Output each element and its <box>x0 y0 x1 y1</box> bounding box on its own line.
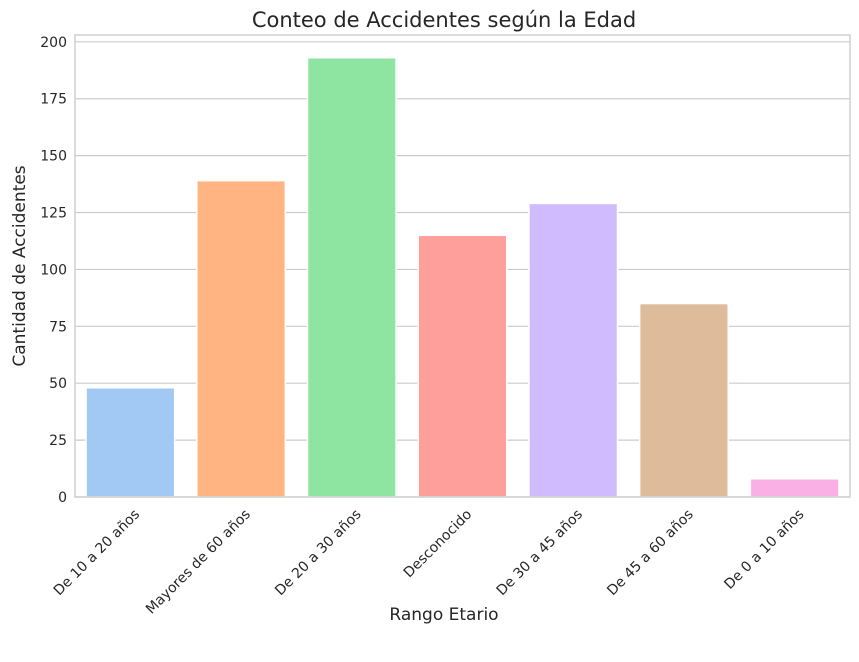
x-tick-label: De 45 a 60 años <box>604 507 696 599</box>
bar <box>638 302 729 498</box>
bar <box>417 234 508 498</box>
x-tick-label: De 20 a 30 años <box>272 507 364 599</box>
x-tick-label: Desconocido <box>401 507 476 582</box>
x-tick-label: Mayores de 60 años <box>143 507 254 618</box>
y-tick-label: 25 <box>49 433 67 449</box>
y-tick-label: 0 <box>58 490 67 506</box>
y-tick-label: 50 <box>49 376 67 392</box>
y-tick-label: 75 <box>49 319 67 335</box>
x-tick-label: De 10 a 20 años <box>51 507 143 599</box>
bar <box>749 478 840 498</box>
plot-frame <box>74 34 851 498</box>
x-tick-label: De 30 a 45 años <box>494 507 586 599</box>
x-axis-ticks: De 10 a 20 años Mayores de 60 años De 20 a… <box>51 507 808 618</box>
y-tick-label: 150 <box>40 149 67 165</box>
bar <box>306 57 397 498</box>
bar <box>196 179 287 498</box>
x-axis-label: Rango Etario <box>389 605 498 625</box>
bar <box>528 202 619 498</box>
y-axis-ticks: 0 25 50 75 100 125 150 175 200 <box>40 35 67 506</box>
y-tick-label: 125 <box>40 206 67 222</box>
x-tick-label: De 0 a 10 años <box>721 507 807 593</box>
y-axis-label: Cantidad de Accidentes <box>10 165 30 366</box>
y-tick-label: 100 <box>40 262 67 278</box>
chart-title: Conteo de Accidentes según la Edad <box>252 8 636 32</box>
y-tick-label: 200 <box>40 35 67 51</box>
bar <box>85 387 176 498</box>
bars-group <box>85 57 840 498</box>
y-tick-label: 175 <box>40 92 67 108</box>
